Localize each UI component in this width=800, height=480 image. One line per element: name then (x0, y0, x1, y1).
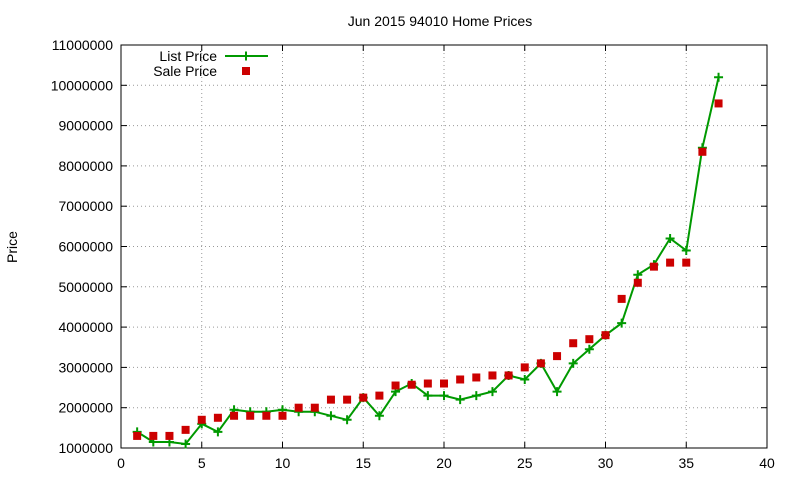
sale-price-point (262, 411, 271, 420)
sale-price-point (569, 339, 578, 348)
list-price-point (487, 387, 497, 397)
grid (121, 45, 767, 448)
list-price-point (633, 270, 643, 280)
legend-label-list-price: List Price (159, 48, 217, 64)
list-price-point (520, 374, 530, 384)
y-tick-label: 1000000 (58, 440, 113, 456)
sale-price-point (553, 352, 562, 361)
sale-price-point (165, 431, 174, 440)
axis-ticks: 0 5 10 15 20 25 30 35 40 1000000 2000000 3000000 400… (51, 37, 775, 471)
sale-price-point (213, 413, 222, 422)
list-price-point (617, 318, 627, 328)
list-price-point (681, 246, 691, 256)
sale-price-point (310, 403, 319, 412)
x-tick-label: 35 (678, 455, 694, 471)
list-price-point (439, 391, 449, 401)
list-price-point (665, 233, 675, 243)
sale-price-point (698, 147, 707, 156)
x-tick-label: 30 (598, 455, 614, 471)
x-tick-label: 25 (517, 455, 533, 471)
sale-price-point (440, 379, 448, 388)
list-price-point (342, 415, 352, 425)
sale-price-point (601, 331, 610, 340)
series (132, 72, 724, 449)
y-tick-label: 2000000 (58, 400, 113, 416)
y-tick-label: 8000000 (58, 158, 113, 174)
sale-price-point (407, 380, 416, 389)
sale-price-point (682, 258, 691, 267)
list-price-point (471, 391, 481, 401)
list-price-point (455, 395, 465, 405)
y-axis-label: Price (4, 231, 20, 263)
x-tick-label: 15 (355, 455, 371, 471)
sale-price-point (230, 411, 239, 420)
sale-price-point (617, 294, 626, 303)
x-tick-label: 0 (117, 455, 125, 471)
series-line-list-price (136, 76, 720, 446)
list-price-point (552, 387, 562, 397)
x-tick-label: 40 (759, 455, 775, 471)
sale-price-point (536, 359, 545, 368)
sale-price-point (294, 403, 303, 412)
legend-marker-sale-price (242, 67, 250, 75)
sale-price-point (633, 278, 642, 287)
y-tick-label: 5000000 (58, 279, 113, 295)
legend-marker-list-price (241, 51, 251, 61)
chart-title: Jun 2015 94010 Home Prices (348, 13, 532, 29)
sale-price-point (375, 391, 384, 400)
legend: List Price Sale Price (153, 48, 268, 79)
sale-price-point (714, 99, 723, 108)
y-tick-label: 9000000 (58, 118, 113, 134)
y-tick-label: 10000000 (51, 77, 114, 93)
list-price-point (423, 391, 433, 401)
list-price-point (213, 427, 223, 437)
list-price-point (374, 411, 384, 421)
sale-price-point (133, 431, 142, 440)
list-price-point (326, 411, 336, 421)
list-price-point (568, 358, 578, 368)
sale-price-point (488, 371, 497, 380)
sale-price-point (520, 363, 529, 372)
y-tick-label: 6000000 (58, 239, 113, 255)
sale-price-point (456, 375, 465, 384)
list-price-point (584, 344, 594, 354)
y-tick-label: 3000000 (58, 359, 113, 375)
list-price-point (181, 439, 191, 449)
legend-label-sale-price: Sale Price (153, 63, 217, 79)
sale-price-point (343, 395, 352, 404)
y-tick-label: 7000000 (58, 198, 113, 214)
x-tick-label: 5 (198, 455, 206, 471)
sale-price-point (326, 395, 335, 404)
sale-price-point (197, 415, 206, 424)
sale-price-point (649, 262, 658, 271)
sale-price-point (246, 411, 255, 420)
y-tick-label: 11000000 (52, 37, 113, 53)
sale-price-point (181, 425, 190, 434)
x-tick-label: 20 (436, 455, 452, 471)
sale-price-point (278, 411, 287, 420)
sale-price-point (666, 258, 675, 267)
sale-price-point (391, 381, 400, 390)
sale-price-point (149, 431, 158, 440)
y-tick-label: 4000000 (58, 319, 113, 335)
sale-price-point (472, 373, 481, 382)
list-price-point (714, 72, 724, 82)
sale-price-point (585, 335, 594, 344)
sale-price-point (423, 379, 432, 388)
sale-price-point (359, 393, 368, 402)
sale-price-point (504, 371, 513, 380)
x-tick-label: 10 (275, 455, 291, 471)
